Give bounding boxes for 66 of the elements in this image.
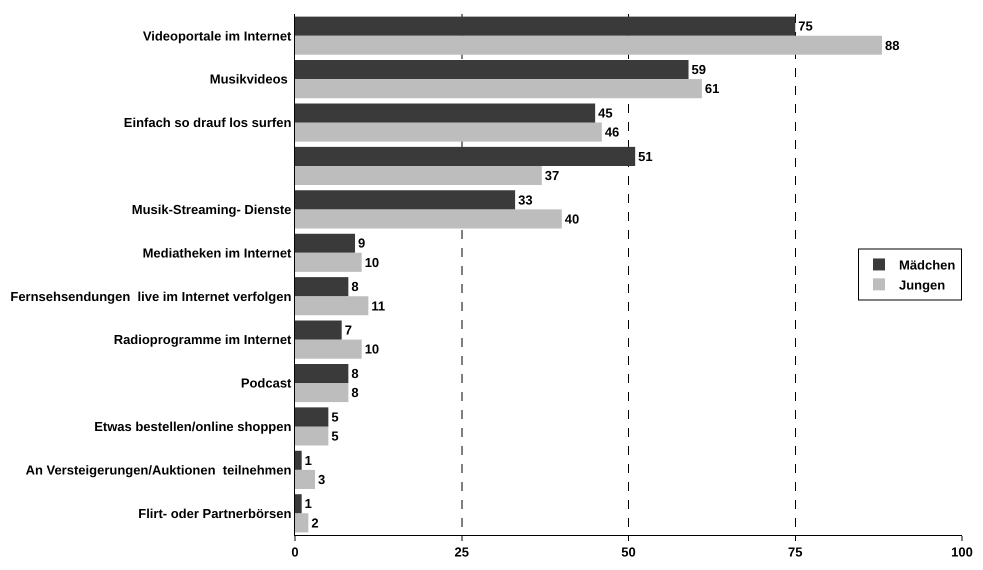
data-label: 5 [331, 409, 339, 424]
y-tick-label: An Versteigerungen/Auktionen teilnehmen [26, 462, 292, 478]
x-tick-label: 0 [291, 544, 299, 560]
data-label: 9 [358, 236, 366, 251]
data-label: 1 [304, 496, 312, 512]
data-label: 8 [351, 385, 359, 400]
bar [295, 364, 348, 384]
data-label: 75 [798, 18, 813, 34]
data-label: 46 [604, 124, 620, 140]
y-tick-label: Etwas bestellen/online shoppen [94, 419, 292, 434]
bar [295, 513, 308, 532]
bar [295, 146, 636, 166]
bar [295, 494, 302, 514]
y-tick-label: Mediatheken im Internet [142, 245, 292, 260]
bar [295, 320, 342, 340]
bar [295, 16, 796, 36]
x-tick-label: 75 [788, 544, 802, 560]
x-tick-label: 25 [454, 544, 469, 560]
bar [295, 252, 362, 272]
bar [295, 277, 348, 296]
legend-label: Mädchen [899, 258, 956, 273]
bar [295, 450, 302, 470]
data-label: 11 [371, 298, 386, 314]
y-tick-label: Flirt- oder Partnerbörsen [138, 506, 292, 521]
data-label: 2 [311, 515, 319, 530]
bar [295, 190, 516, 210]
x-tick-label: 50 [621, 544, 636, 560]
data-label: 10 [364, 342, 380, 357]
bar [295, 209, 562, 228]
y-tick-label: Musikvideos [210, 72, 292, 87]
data-label: 8 [351, 366, 359, 381]
y-tick-label: Musik-Streaming- Dienste [132, 202, 292, 217]
bar [295, 426, 328, 446]
x-tick-label: 100 [951, 544, 973, 560]
data-label: 7 [344, 322, 352, 338]
bar [295, 234, 356, 253]
y-tick-label: Radioprogramme im Internet [114, 332, 292, 348]
bar [295, 166, 542, 186]
data-label: 40 [564, 211, 580, 226]
bar [295, 407, 328, 426]
data-label: 59 [692, 62, 706, 78]
y-tick-label: Videoportale im Internet [142, 28, 292, 44]
y-tick-label: Podcast [240, 376, 292, 391]
bar [295, 296, 368, 316]
bar [295, 340, 362, 359]
data-label: 33 [518, 192, 533, 208]
legend-label: Jungen [899, 277, 946, 292]
data-label: 51 [638, 148, 653, 164]
bar [295, 60, 689, 80]
bar [295, 470, 316, 489]
y-tick-label: Fernsehsendungen live im Internet verfolgen [10, 288, 292, 304]
bar [295, 383, 348, 402]
bar [295, 122, 602, 142]
data-label: 61 [704, 81, 720, 96]
bar [295, 36, 882, 55]
bar [295, 79, 702, 98]
y-tick-label: Einfach so drauf los surfen [124, 115, 292, 130]
data-label: 8 [351, 279, 359, 294]
data-label: 37 [544, 168, 560, 184]
bar [295, 103, 596, 123]
data-label: 88 [884, 38, 900, 53]
data-label: 45 [598, 105, 613, 120]
data-label: 1 [304, 452, 312, 468]
data-label: 3 [318, 472, 326, 487]
data-label: 10 [364, 254, 380, 270]
data-label: 5 [331, 428, 339, 444]
